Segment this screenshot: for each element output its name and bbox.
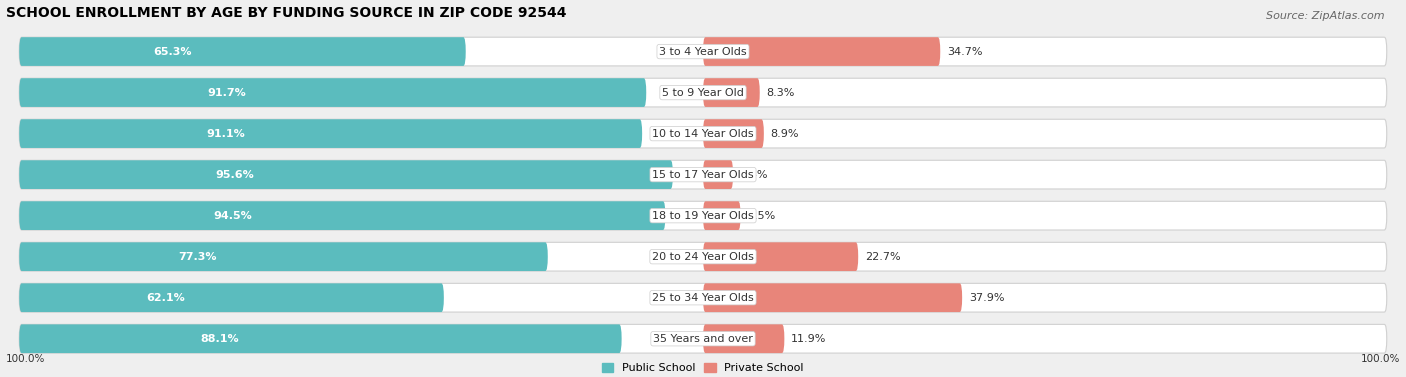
Text: 94.5%: 94.5% <box>214 211 252 221</box>
Text: 20 to 24 Year Olds: 20 to 24 Year Olds <box>652 252 754 262</box>
FancyBboxPatch shape <box>703 119 763 148</box>
Text: 35 Years and over: 35 Years and over <box>652 334 754 344</box>
FancyBboxPatch shape <box>703 324 785 353</box>
Text: 88.1%: 88.1% <box>200 334 239 344</box>
FancyBboxPatch shape <box>703 242 858 271</box>
FancyBboxPatch shape <box>20 284 1386 312</box>
FancyBboxPatch shape <box>20 324 1386 353</box>
FancyBboxPatch shape <box>20 324 621 353</box>
Text: 8.9%: 8.9% <box>770 129 799 139</box>
FancyBboxPatch shape <box>20 160 1386 189</box>
Text: 91.7%: 91.7% <box>207 87 246 98</box>
FancyBboxPatch shape <box>20 284 444 312</box>
FancyBboxPatch shape <box>20 78 647 107</box>
FancyBboxPatch shape <box>20 119 643 148</box>
Text: 5.5%: 5.5% <box>748 211 776 221</box>
FancyBboxPatch shape <box>703 284 962 312</box>
Text: 91.1%: 91.1% <box>207 129 245 139</box>
Text: 100.0%: 100.0% <box>1361 354 1400 364</box>
FancyBboxPatch shape <box>20 37 465 66</box>
Text: 18 to 19 Year Olds: 18 to 19 Year Olds <box>652 211 754 221</box>
Text: Source: ZipAtlas.com: Source: ZipAtlas.com <box>1267 11 1385 21</box>
Text: 4.4%: 4.4% <box>740 170 769 179</box>
Text: 3 to 4 Year Olds: 3 to 4 Year Olds <box>659 46 747 57</box>
Text: 25 to 34 Year Olds: 25 to 34 Year Olds <box>652 293 754 303</box>
FancyBboxPatch shape <box>703 201 741 230</box>
Text: 65.3%: 65.3% <box>153 46 191 57</box>
Text: 10 to 14 Year Olds: 10 to 14 Year Olds <box>652 129 754 139</box>
Text: 62.1%: 62.1% <box>146 293 186 303</box>
FancyBboxPatch shape <box>20 119 1386 148</box>
Text: 22.7%: 22.7% <box>865 252 901 262</box>
Text: 5 to 9 Year Old: 5 to 9 Year Old <box>662 87 744 98</box>
Text: 8.3%: 8.3% <box>766 87 794 98</box>
FancyBboxPatch shape <box>20 201 1386 230</box>
Text: 11.9%: 11.9% <box>792 334 827 344</box>
FancyBboxPatch shape <box>20 160 673 189</box>
Text: 100.0%: 100.0% <box>6 354 45 364</box>
Text: 95.6%: 95.6% <box>215 170 254 179</box>
FancyBboxPatch shape <box>20 201 665 230</box>
FancyBboxPatch shape <box>20 78 1386 107</box>
FancyBboxPatch shape <box>20 242 1386 271</box>
FancyBboxPatch shape <box>703 160 733 189</box>
Legend: Public School, Private School: Public School, Private School <box>602 363 804 374</box>
Text: 37.9%: 37.9% <box>969 293 1004 303</box>
Text: SCHOOL ENROLLMENT BY AGE BY FUNDING SOURCE IN ZIP CODE 92544: SCHOOL ENROLLMENT BY AGE BY FUNDING SOUR… <box>6 6 567 20</box>
FancyBboxPatch shape <box>20 37 1386 66</box>
Text: 77.3%: 77.3% <box>177 252 217 262</box>
FancyBboxPatch shape <box>20 242 548 271</box>
Text: 15 to 17 Year Olds: 15 to 17 Year Olds <box>652 170 754 179</box>
FancyBboxPatch shape <box>703 37 941 66</box>
Text: 34.7%: 34.7% <box>948 46 983 57</box>
FancyBboxPatch shape <box>703 78 759 107</box>
